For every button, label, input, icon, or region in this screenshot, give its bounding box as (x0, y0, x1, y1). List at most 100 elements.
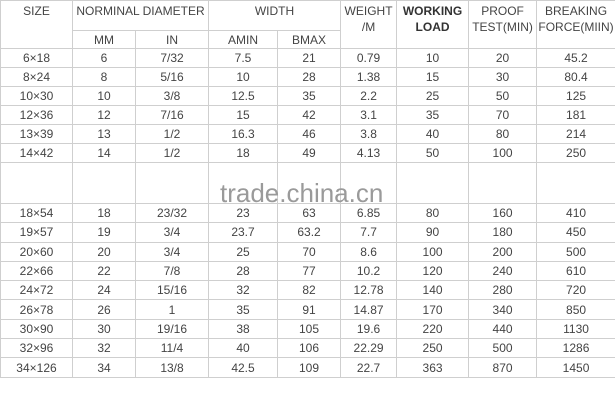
table-cell: 23/32 (134, 202, 210, 224)
table-cell: 2.2 (340, 86, 398, 106)
header-nominal-diameter: NORMINAL DIAMETER (71, 0, 210, 31)
size-cell: 13×39 (0, 124, 73, 144)
table-cell: 30 (468, 67, 538, 87)
table-cell: 280 (468, 280, 538, 301)
table-cell: 363 (396, 357, 470, 378)
table-cell: 610 (536, 260, 615, 282)
table-cell: 7.7 (340, 222, 398, 243)
table-row: 24×72 24 15/16 32 82 12.78 140 280 720 (0, 280, 615, 301)
table-cell: 28 (208, 260, 279, 282)
header-weight: WEIGHT /M (340, 0, 398, 49)
table-cell: 180 (468, 222, 538, 243)
table-cell: 13 (72, 124, 136, 144)
table-cell: 3/4 (134, 241, 210, 262)
table-row: 10×30 10 3/8 12.5 35 2.2 25 50 125 (0, 86, 615, 106)
table-cell: 15 (396, 67, 470, 87)
table-cell: 13/8 (134, 357, 210, 378)
table-cell: 1/2 (134, 124, 210, 144)
table-cell: 720 (536, 280, 615, 301)
watermark: trade.china.cn (220, 178, 384, 208)
table-row: 34×126 34 13/8 42.5 109 22.7 363 870 1450 (0, 357, 615, 378)
table-cell: 23.7 (208, 222, 279, 243)
header-width: WIDTH (208, 0, 342, 31)
size-cell: 8×24 (0, 67, 73, 87)
table-cell: 25 (396, 86, 470, 106)
header-proof-test: PROOF TEST(MIN) (468, 0, 538, 49)
header-size: SIZE (0, 0, 73, 49)
table-row: 22×66 22 7/8 28 77 10.2 120 240 610 (0, 260, 615, 282)
table-cell: 49 (277, 143, 342, 163)
table-cell: 10 (396, 48, 470, 68)
table-cell: 19.6 (340, 318, 398, 340)
table-cell: 80.4 (536, 67, 615, 87)
table-cell: 1286 (536, 338, 615, 359)
header-amin: AMIN (208, 30, 279, 49)
table-cell: 7/8 (134, 260, 210, 282)
table-cell: 22.7 (340, 357, 398, 378)
table-cell: 12.78 (340, 280, 398, 301)
table-cell: 25 (208, 241, 279, 262)
table-cell: 10 (208, 67, 279, 87)
table-row: 32×96 32 11/4 40 106 22.29 250 500 1286 (0, 338, 615, 359)
table-cell: 18 (72, 202, 136, 224)
table-cell: 20 (72, 241, 136, 262)
table-cell: 250 (396, 338, 470, 359)
size-cell: 26×78 (0, 299, 73, 320)
header-breaking-force: BREAKING FORCE(MIIN) (536, 0, 615, 49)
size-cell: 10×30 (0, 86, 73, 106)
table-cell: 870 (468, 357, 538, 378)
header-in: IN (134, 30, 210, 49)
table-cell: 42 (277, 105, 342, 125)
table-cell: 15 (208, 105, 279, 125)
table-cell: 3/8 (134, 86, 210, 106)
table-cell: 19 (72, 222, 136, 243)
table-cell: 1.38 (340, 67, 398, 87)
table-row: 20×60 20 3/4 25 70 8.6 100 200 500 (0, 241, 615, 262)
table-cell: 120 (396, 260, 470, 282)
table-row: 14×42 14 1/2 18 49 4.13 50 100 250 (0, 143, 615, 163)
table-cell: 109 (277, 357, 342, 378)
table-cell: 1450 (536, 357, 615, 378)
table-cell: 34 (72, 357, 136, 378)
table-cell: 106 (277, 338, 342, 359)
table-cell: 20 (468, 48, 538, 68)
table-cell: 240 (468, 260, 538, 282)
table-cell: 70 (468, 105, 538, 125)
table-cell: 35 (277, 86, 342, 106)
table-cell: 80 (468, 124, 538, 144)
table-cell: 12.5 (208, 86, 279, 106)
size-cell: 24×72 (0, 280, 73, 301)
table-cell: 105 (277, 318, 342, 340)
table-cell: 32 (72, 338, 136, 359)
table-cell: 7.5 (208, 48, 279, 68)
table-cell: 6 (72, 48, 136, 68)
table-cell: 160 (468, 202, 538, 224)
table-row: 13×39 13 1/2 16.3 46 3.8 40 80 214 (0, 124, 615, 144)
table-cell: 14 (72, 143, 136, 163)
table-cell: 3/4 (134, 222, 210, 243)
table-cell: 14.87 (340, 299, 398, 320)
table-cell: 40 (208, 338, 279, 359)
table-cell: 28 (277, 67, 342, 87)
table-cell: 63.2 (277, 222, 342, 243)
table-cell: 340 (468, 299, 538, 320)
header-mm: MM (72, 30, 136, 49)
table-cell: 250 (536, 143, 615, 163)
table-cell: 19/16 (134, 318, 210, 340)
table-cell: 21 (277, 48, 342, 68)
table-cell: 100 (468, 143, 538, 163)
header-bmax: BMAX (277, 30, 342, 49)
table-cell: 50 (396, 143, 470, 163)
table-cell: 11/4 (134, 338, 210, 359)
table-cell: 3.8 (340, 124, 398, 144)
table-cell: 100 (396, 241, 470, 262)
table-cell: 22.29 (340, 338, 398, 359)
table-cell: 170 (396, 299, 470, 320)
table-cell: 40 (396, 124, 470, 144)
table-cell: 42.5 (208, 357, 279, 378)
table-cell: 8 (72, 67, 136, 87)
table-cell: 850 (536, 299, 615, 320)
table-cell: 77 (277, 260, 342, 282)
size-cell: 20×60 (0, 241, 73, 262)
table-cell: 7/32 (134, 48, 210, 68)
